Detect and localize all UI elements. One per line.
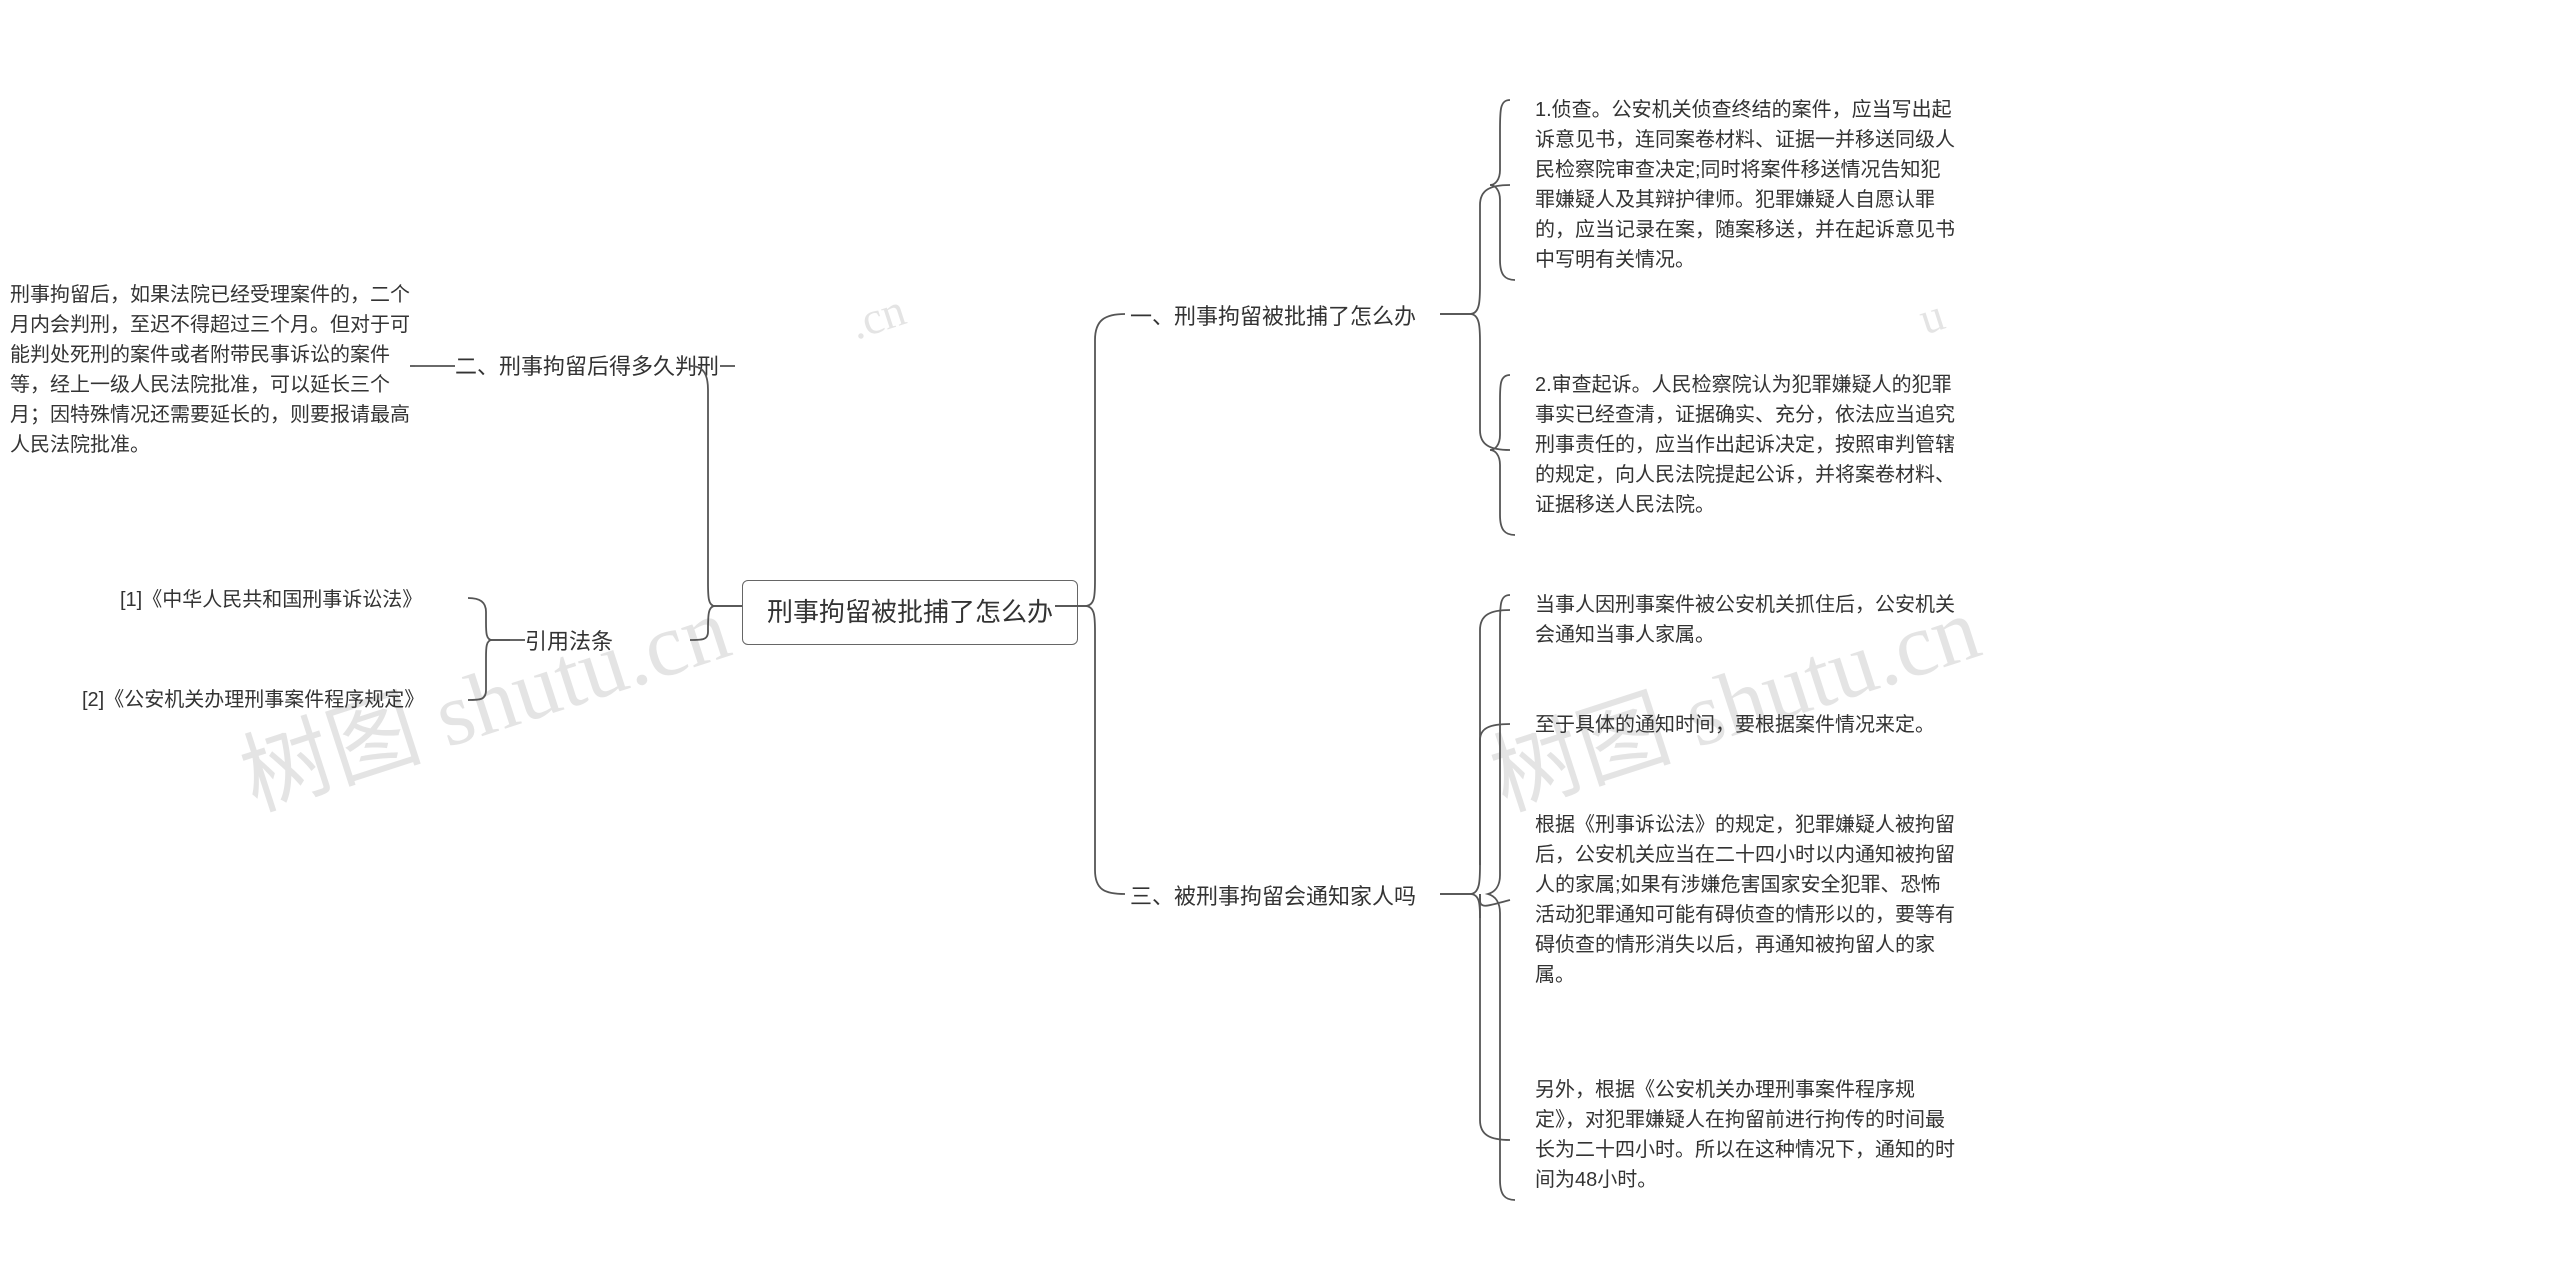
branch-l2[interactable]: 引用法条 xyxy=(525,625,613,658)
leaf-r2c3: 根据《刑事诉讼法》的规定，犯罪嫌疑人被拘留后，公安机关应当在二十四小时以内通知被… xyxy=(1535,810,1955,990)
leaf-l2c2: [2]《公安机关办理刑事案件程序规定》 xyxy=(82,685,424,715)
leaf-r2c4: 另外，根据《公安机关办理刑事案件程序规定》，对犯罪嫌疑人在拘留前进行拘传的时间最… xyxy=(1535,1075,1955,1195)
leaf-r1c2: 2.审查起诉。人民检察院认为犯罪嫌疑人的犯罪事实已经查清，证据确实、充分，依法应… xyxy=(1535,370,1955,520)
mindmap-canvas: 树图 shutu.cn 树图 shutu.cn .cn u 刑事拘留被批捕了怎么… xyxy=(0,0,2560,1269)
leaf-r2c1: 当事人因刑事案件被公安机关抓住后，公安机关会通知当事人家属。 xyxy=(1535,590,1955,650)
branch-r2[interactable]: 三、被刑事拘留会通知家人吗 xyxy=(1130,880,1416,913)
watermark: u xyxy=(1912,288,1950,346)
leaf-r1c1: 1.侦查。公安机关侦查终结的案件，应当写出起诉意见书，连同案卷材料、证据一并移送… xyxy=(1535,95,1955,275)
root-node[interactable]: 刑事拘留被批捕了怎么办 xyxy=(742,580,1078,645)
leaf-r2c2: 至于具体的通知时间，要根据案件情况来定。 xyxy=(1535,710,1935,740)
branch-r1[interactable]: 一、刑事拘留被批捕了怎么办 xyxy=(1130,300,1416,333)
branch-l1[interactable]: 二、刑事拘留后得多久判刑 xyxy=(455,350,719,383)
leaf-l2c1: [1]《中华人民共和国刑事诉讼法》 xyxy=(120,585,422,615)
connector-layer xyxy=(0,0,2560,1269)
leaf-l1c1: 刑事拘留后，如果法院已经受理案件的，二个月内会判刑，至迟不得超过三个月。但对于可… xyxy=(10,280,410,460)
watermark: .cn xyxy=(843,283,912,350)
